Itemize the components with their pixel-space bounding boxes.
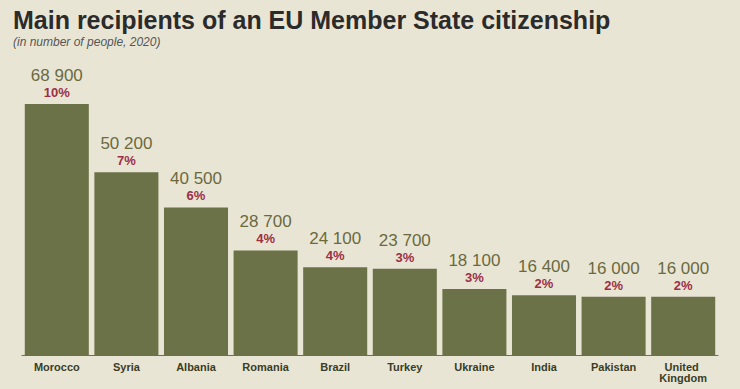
svg-text:Main recipients of an EU Membe: Main recipients of an EU Member State ci…	[13, 6, 610, 34]
svg-text:3%: 3%	[395, 250, 414, 265]
svg-text:28 700: 28 700	[240, 212, 292, 231]
svg-text:6%: 6%	[187, 188, 206, 203]
svg-text:(in number of people, 2020): (in number of people, 2020)	[13, 35, 160, 49]
svg-text:Pakistan: Pakistan	[591, 361, 637, 373]
svg-text:Brazil: Brazil	[320, 361, 350, 373]
svg-text:4%: 4%	[256, 231, 275, 246]
svg-text:40 500: 40 500	[170, 169, 222, 188]
svg-text:Morocco: Morocco	[34, 361, 80, 373]
svg-text:2%: 2%	[604, 278, 623, 293]
svg-text:68 900: 68 900	[31, 66, 83, 85]
svg-text:18 100: 18 100	[448, 251, 500, 270]
svg-text:3%: 3%	[465, 270, 484, 285]
svg-text:Ukraine: Ukraine	[454, 361, 494, 373]
svg-text:United: United	[664, 360, 702, 373]
svg-text:16 400: 16 400	[518, 257, 570, 276]
svg-text:16 000: 16 000	[657, 259, 709, 278]
svg-text:16 000: 16 000	[588, 259, 640, 278]
svg-text:50 200: 50 200	[100, 134, 152, 153]
svg-text:7%: 7%	[117, 153, 136, 168]
svg-text:24 100: 24 100	[309, 229, 361, 248]
svg-text:Syria: Syria	[113, 361, 141, 373]
svg-text:2%: 2%	[674, 278, 693, 293]
svg-text:23 700: 23 700	[379, 231, 431, 250]
svg-text:Albania: Albania	[176, 361, 217, 373]
svg-text:Kingdom: Kingdom	[659, 372, 707, 384]
svg-text:Romania: Romania	[242, 361, 289, 373]
svg-text:2%: 2%	[535, 276, 554, 291]
svg-text:4%: 4%	[326, 248, 345, 263]
svg-text:Turkey: Turkey	[387, 361, 423, 373]
svg-text:India: India	[531, 361, 558, 373]
svg-text:10%: 10%	[44, 85, 70, 100]
